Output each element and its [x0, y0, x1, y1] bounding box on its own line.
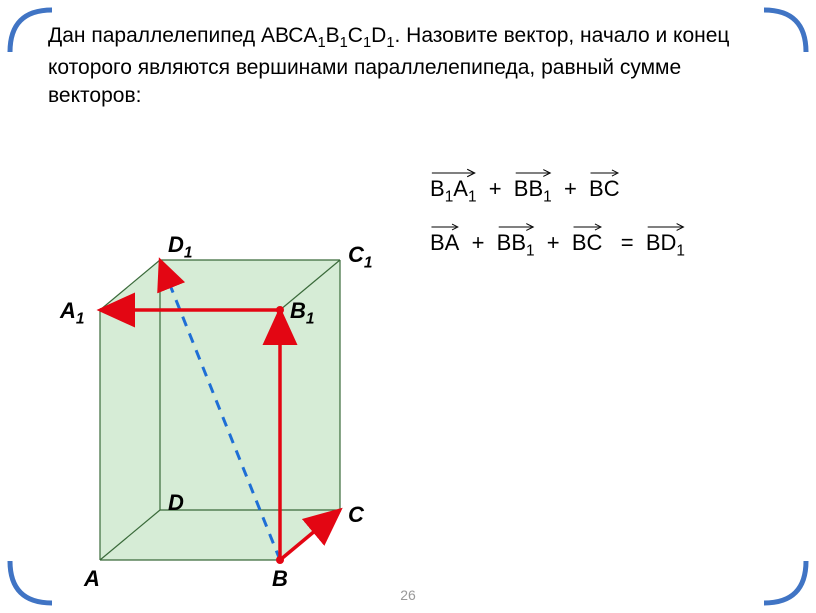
page-number: 26	[400, 587, 416, 603]
equations: B1A1 + BB1 + BC BA + BB1 + BC = BD1	[430, 170, 800, 278]
parallelepiped-diagram: A B C D A1 B1 C1 D1	[40, 180, 440, 600]
label-D1: D1	[168, 232, 192, 262]
label-D: D	[168, 490, 184, 516]
corner-br	[760, 557, 810, 607]
eq-line-2: BA + BB1 + BC = BD1	[430, 224, 800, 260]
label-B: B	[272, 566, 288, 592]
label-A1: A1	[60, 298, 84, 328]
label-A: A	[84, 566, 100, 592]
label-C: C	[348, 502, 364, 528]
diagram-svg	[40, 180, 440, 600]
label-C1: C1	[348, 242, 372, 272]
label-B1: B1	[290, 298, 314, 328]
eq-line-1: B1A1 + BB1 + BC	[430, 170, 800, 206]
question-text: Дан параллелепипед АВСA1B1C1D1. Назовите…	[48, 22, 768, 111]
